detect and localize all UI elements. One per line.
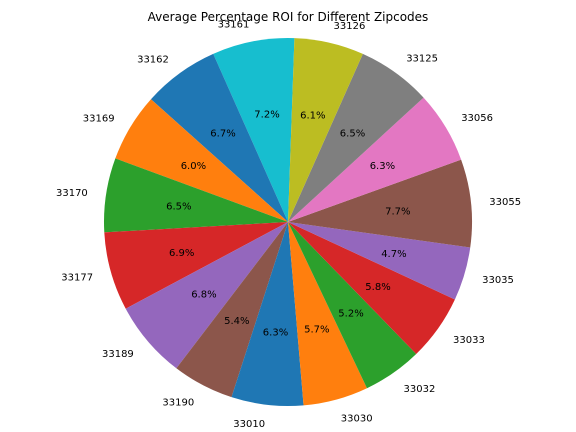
percent-label-33189: 6.8% (191, 290, 216, 301)
percent-label-33162: 6.7% (210, 129, 235, 140)
percent-label-33170: 6.5% (166, 202, 191, 213)
category-label-33035: 33035 (482, 275, 514, 286)
percent-label-33125: 6.5% (340, 128, 365, 139)
pie-slice-33030 (288, 222, 367, 406)
pie-slice-33189 (125, 222, 288, 369)
pie-slice-33190 (176, 222, 288, 398)
pie-slice-33055 (288, 159, 473, 248)
pie-slice-33010 (231, 222, 304, 406)
pie-slice-33056 (288, 97, 462, 222)
pie-slice-33126 (288, 38, 363, 222)
percent-label-33010: 6.3% (263, 328, 288, 339)
pie-slices (103, 37, 473, 406)
percent-label-33056: 6.3% (370, 161, 395, 172)
category-label-33125: 33125 (406, 54, 438, 65)
category-label-33032: 33032 (404, 384, 436, 395)
category-label-33170: 33170 (56, 188, 88, 199)
pie-labels: 33161 7.2% 33162 6.7% 33169 6.0% 33170 6.5% 3317… (56, 19, 521, 430)
pie-slice-33169 (115, 99, 288, 222)
percent-label-33033: 5.8% (365, 282, 390, 293)
percent-label-33161: 7.2% (254, 110, 279, 121)
pie-slice-33033 (288, 222, 455, 354)
percent-label-33055: 7.7% (385, 207, 410, 218)
category-label-33030: 33030 (341, 413, 373, 424)
category-label-33033: 33033 (453, 335, 485, 346)
percent-label-33032: 5.2% (338, 309, 363, 320)
category-label-33055: 33055 (489, 197, 521, 208)
percent-label-33177: 6.9% (169, 248, 194, 259)
category-label-33177: 33177 (61, 273, 93, 284)
percent-label-33169: 6.0% (181, 161, 206, 172)
category-label-33126: 33126 (334, 21, 366, 32)
pie-slice-33161 (213, 37, 295, 222)
percent-label-33190: 5.4% (224, 316, 249, 327)
percent-label-33126: 6.1% (300, 110, 325, 121)
percent-label-33035: 4.7% (381, 249, 406, 260)
category-label-33161: 33161 (218, 19, 250, 30)
pie-slice-33170 (103, 158, 288, 233)
pie-slice-33032 (288, 222, 417, 389)
category-label-33056: 33056 (461, 113, 493, 124)
category-label-33169: 33169 (83, 114, 115, 125)
category-label-33189: 33189 (102, 349, 134, 360)
category-label-33010: 33010 (233, 419, 265, 430)
percent-label-33030: 5.7% (304, 325, 329, 336)
pie-slice-33125 (288, 53, 424, 222)
category-label-33162: 33162 (137, 54, 169, 65)
category-label-33190: 33190 (162, 397, 194, 408)
pie-slice-33035 (288, 222, 471, 300)
pie-slice-33177 (104, 222, 288, 309)
pie-slice-33162 (150, 53, 288, 223)
chart-title: Average Percentage ROI for Different Zip… (148, 10, 429, 24)
